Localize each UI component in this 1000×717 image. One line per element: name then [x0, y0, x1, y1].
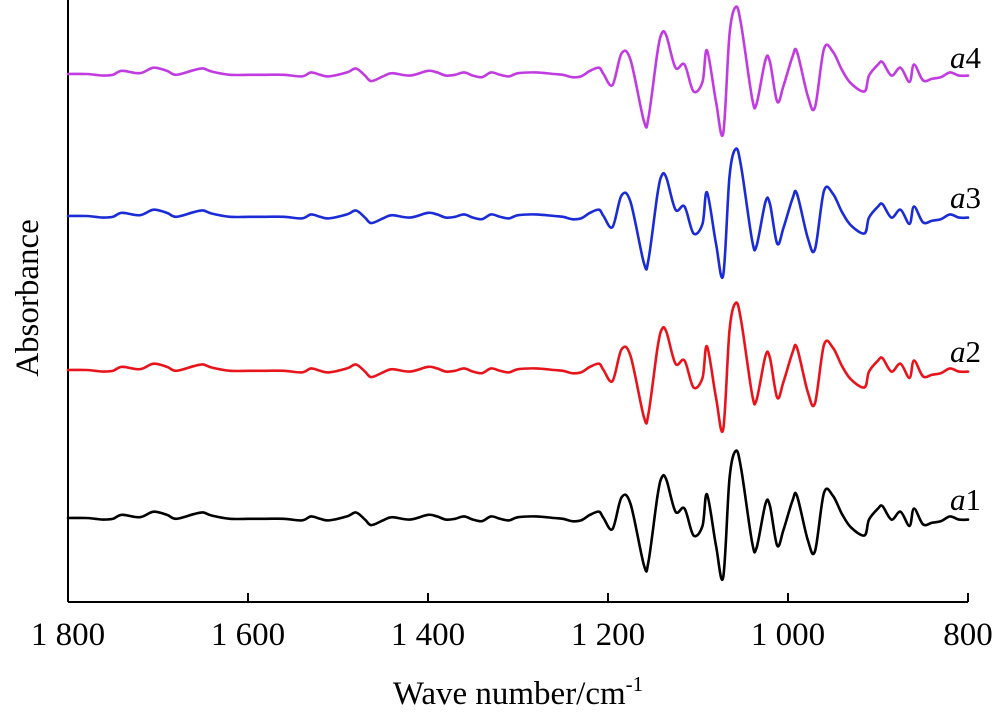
spectra-traces — [66, 5, 970, 581]
series-label-a4: a4 — [950, 40, 982, 75]
x-tick-label: 1 200 — [571, 617, 645, 653]
x-tick-label: 1 800 — [31, 617, 105, 653]
x-tick-label: 1 600 — [211, 617, 285, 653]
series-labels: a1 a2 a3 a4 — [950, 40, 982, 517]
series-line-a3 — [66, 147, 970, 279]
series-line-a4 — [66, 5, 970, 137]
series-line-a2 — [66, 301, 970, 433]
series-label-a1: a1 — [950, 482, 981, 517]
series-line-a1 — [66, 449, 970, 581]
y-axis-title: Absorbance — [10, 219, 46, 377]
x-axis-title: Wave number/cm-1 — [393, 672, 643, 712]
x-tick-label: 1 400 — [391, 617, 465, 653]
x-tick-label: 1 000 — [751, 617, 825, 653]
series-label-a2: a2 — [950, 334, 981, 369]
x-tick-label: 800 — [943, 617, 993, 653]
series-label-a3: a3 — [950, 180, 981, 215]
x-axis-ticks: 1 800 1 600 1 400 1 200 1 000 800 — [31, 593, 993, 653]
